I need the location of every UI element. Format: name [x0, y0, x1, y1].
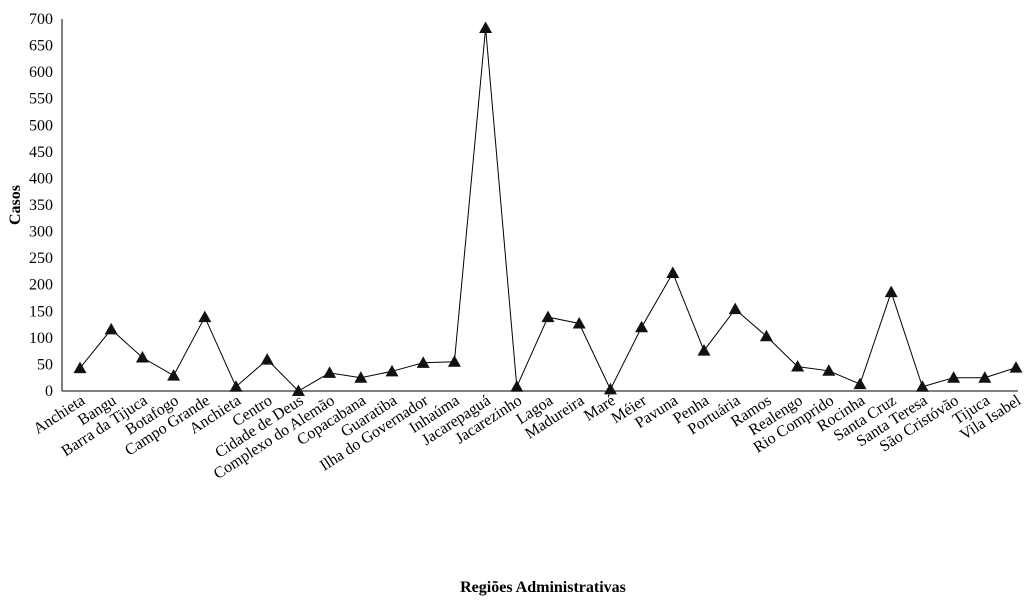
y-tick-labels: 0 50 100 150 200 250 300 350 400 450 500 550 600 650 7…: [29, 11, 53, 400]
y-tick-label: 500: [29, 117, 53, 134]
data-point-marker: [635, 320, 649, 333]
data-point-marker: [791, 360, 805, 372]
data-point-marker: [104, 322, 118, 335]
data-point-marker: [416, 356, 430, 368]
data-point-marker: [510, 380, 524, 392]
y-tick-label: 400: [29, 170, 53, 187]
data-point-marker: [385, 364, 399, 377]
data-point-marker: [853, 377, 867, 390]
data-point-marker: [728, 302, 742, 315]
y-tick-label: 50: [37, 356, 53, 373]
y-tick-label: 250: [29, 250, 53, 267]
data-point-marker: [291, 384, 305, 396]
data-point-marker: [697, 344, 711, 356]
data-point-marker: [822, 364, 836, 376]
y-tick-label: 0: [45, 383, 53, 400]
y-tick-label: 150: [29, 303, 53, 320]
data-point-marker: [884, 285, 898, 298]
y-tick-label: 350: [29, 197, 53, 214]
series-line: [79, 27, 1017, 392]
plot-area: [73, 21, 1023, 396]
data-point-marker: [666, 266, 680, 279]
y-tick-label: 100: [29, 330, 53, 347]
x-axis-title: Regiões Administrativas: [460, 579, 626, 596]
data-point-marker: [572, 317, 586, 329]
data-point-marker: [759, 329, 773, 342]
data-point-marker: [135, 351, 149, 363]
data-point-marker: [479, 21, 493, 34]
data-point-marker: [354, 371, 368, 383]
data-point-marker: [947, 371, 961, 383]
y-tick-label: 600: [29, 64, 53, 81]
data-point-marker: [447, 355, 461, 367]
y-tick-label: 200: [29, 277, 53, 294]
series-markers: [73, 21, 1023, 396]
y-tick-label: 300: [29, 224, 53, 241]
y-tick-label: 650: [29, 38, 53, 55]
data-point-marker: [260, 353, 274, 365]
y-axis: 0 50 100 150 200 250 300 350 400 450 500 550 600 650 7…: [29, 11, 63, 400]
data-point-marker: [978, 371, 992, 383]
data-point-marker: [541, 310, 555, 323]
y-tick-label: 450: [29, 144, 53, 161]
y-tick-label: 700: [29, 11, 53, 28]
data-point-marker: [915, 380, 929, 392]
data-point-marker: [198, 310, 212, 323]
data-point-marker: [167, 369, 181, 381]
data-point-marker: [73, 361, 87, 374]
y-tick-label: 550: [29, 91, 53, 108]
data-point-marker: [603, 382, 617, 395]
data-point-marker: [323, 366, 337, 378]
data-point-marker: [229, 380, 243, 392]
y-axis-title: Casos: [7, 185, 24, 225]
data-point-marker: [1009, 361, 1023, 373]
